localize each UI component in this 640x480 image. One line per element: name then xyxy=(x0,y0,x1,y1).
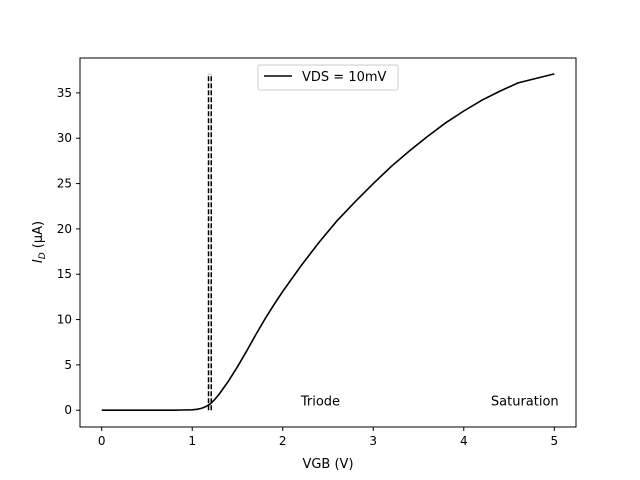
y-axis-label-main: I xyxy=(31,259,46,263)
series-line xyxy=(101,73,555,412)
axes-frame xyxy=(79,57,577,428)
annotation-label: Triode xyxy=(300,395,340,410)
y-tick-label: 20 xyxy=(57,222,72,236)
x-tick-label: 0 xyxy=(98,434,106,448)
x-tick-label: 1 xyxy=(188,434,196,448)
y-tick-label: 10 xyxy=(57,313,72,327)
y-tick-label: 0 xyxy=(64,403,72,417)
y-tick-label: 35 xyxy=(57,86,72,100)
legend-box xyxy=(257,64,399,91)
y-tick-label: 5 xyxy=(64,358,72,372)
plot-area: Triode Saturation xyxy=(101,73,559,412)
x-tick-label: 3 xyxy=(369,434,377,448)
y-tick-label: 25 xyxy=(57,177,72,191)
y-tick-label: 30 xyxy=(57,131,72,145)
y-axis-label-subscript: D xyxy=(38,252,48,259)
lines-layer xyxy=(101,73,555,412)
x-tick-label: 5 xyxy=(550,434,558,448)
y-axis-ticks: 0 5 10 15 20 25 30 35 xyxy=(57,86,80,417)
legend: VDS = 10mV xyxy=(257,64,399,91)
x-tick-label: 2 xyxy=(279,434,287,448)
y-axis-label: ID (μA) xyxy=(31,221,48,263)
y-tick-label: 15 xyxy=(57,267,72,281)
x-tick-label: 4 xyxy=(460,434,468,448)
legend-label: VDS = 10mV xyxy=(302,70,387,85)
annotation-label: Saturation xyxy=(491,395,559,410)
x-axis-ticks: 0 1 2 3 4 5 xyxy=(98,427,558,448)
annotation-layer: Triode Saturation xyxy=(300,395,559,410)
y-axis-label-unit: (μA) xyxy=(31,221,46,252)
x-axis-label: VGB (V) xyxy=(302,457,353,472)
